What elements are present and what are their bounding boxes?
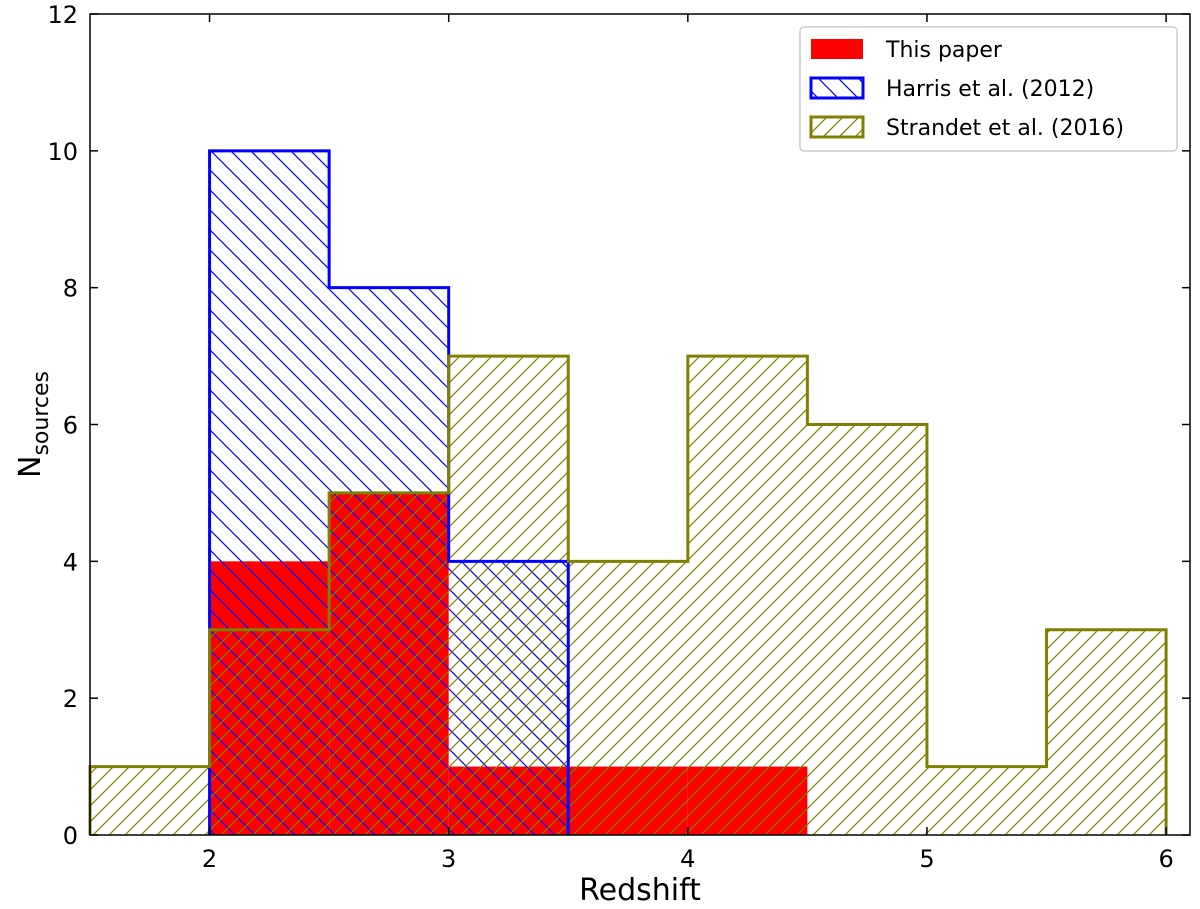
bar-strandet-et-al-2016-0 [90, 766, 210, 835]
bar-strandet-et-al-2016-5 [687, 356, 808, 835]
y-tick-label: 10 [47, 138, 78, 166]
outline-harris-et-al-2012 [208, 149, 570, 835]
y-tick-label: 4 [63, 548, 78, 576]
bars-layer [90, 150, 1167, 836]
y-tick-label: 2 [63, 685, 78, 713]
bar-strandet-et-al-2016-3 [448, 356, 569, 835]
x-tick-label: 6 [1158, 845, 1173, 873]
legend-swatch-harris-et-al-2012 [809, 76, 865, 100]
y-tick-label: 12 [47, 1, 78, 29]
y-axis-label-subscript: sources [29, 371, 54, 456]
legend-label-strandet-et-al-2016: Strandet et al. (2016) [886, 116, 1124, 141]
x-tick-label: 3 [441, 845, 456, 873]
legend: This paper Harris et al. (2012) Strandet e… [799, 26, 1178, 152]
bar-strandet-et-al-2016-7 [926, 766, 1047, 835]
legend-box [799, 26, 1178, 152]
bar-strandet-et-al-2016-4 [568, 561, 688, 835]
legend-label-harris-et-al-2012: Harris et al. (2012) [886, 77, 1094, 102]
x-axis-label: Redshift [579, 873, 701, 908]
x-tick-label: 4 [680, 845, 695, 873]
y-tick-label: 8 [63, 275, 78, 303]
outline-layer [88, 149, 1168, 835]
legend-label-this-paper: This paper [885, 38, 1003, 63]
outline-strandet-et-al-2016 [88, 354, 1168, 835]
y-tick-label: 6 [63, 412, 78, 440]
legend-swatch-strandet-et-al-2016 [809, 115, 865, 139]
legend-swatch-this-paper [811, 39, 863, 59]
y-axis-label: Nsources [13, 371, 54, 478]
bar-strandet-et-al-2016-6 [807, 424, 927, 835]
ticks-layer: 2 3 4 5 6 0 2 4 6 8 10 12 [47, 1, 1190, 873]
y-tick-label: 0 [63, 822, 78, 850]
x-tick-label: 2 [202, 845, 217, 873]
y-axis-label-main: N [13, 456, 48, 478]
bar-strandet-et-al-2016-2 [329, 492, 449, 835]
bar-strandet-et-al-2016-1 [209, 629, 330, 835]
x-tick-label: 5 [919, 845, 934, 873]
bar-strandet-et-al-2016-8 [1046, 629, 1167, 835]
